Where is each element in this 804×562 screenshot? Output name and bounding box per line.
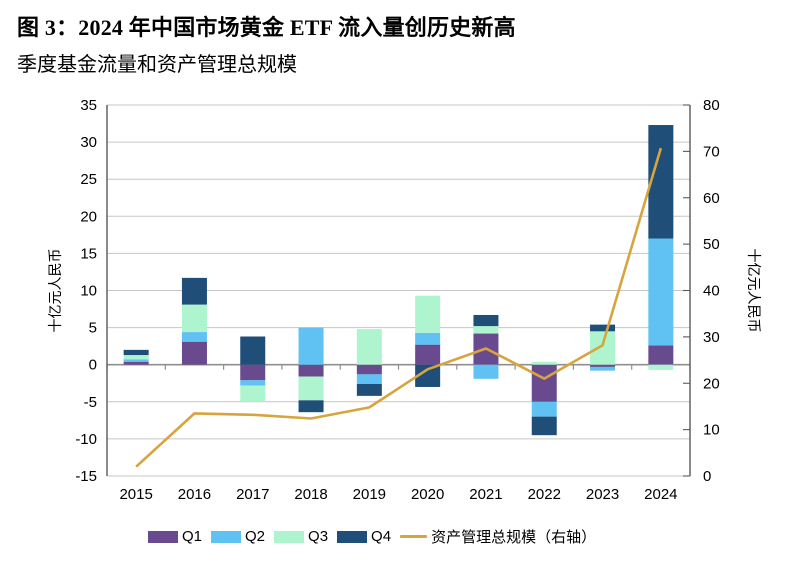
right-axis-tick-label: 70: [703, 143, 720, 160]
bar-segment-q4-2015: [123, 349, 149, 356]
bar-segment-q1-2024: [648, 345, 674, 365]
left-axis-tick-label: 20: [80, 208, 97, 225]
right-axis-tick-label: 30: [703, 329, 720, 346]
aum-line: [135, 147, 663, 468]
bar-segment-q1-2023: [590, 364, 616, 367]
bar-segment-q4-2016: [181, 277, 207, 305]
right-axis-tick-label: 80: [703, 97, 720, 114]
legend-item-q1: Q1: [148, 528, 202, 545]
legend-item-: 资产管理总规模（右轴）: [400, 526, 596, 547]
left-axis-tick-label: 35: [80, 97, 97, 114]
legend-line-swatch: [400, 535, 428, 538]
bar-segment-q3-2016: [181, 304, 207, 333]
bar-segment-q1-2017: [240, 364, 266, 381]
figure-title: 图 3：2024 年中国市场黄金 ETF 流入量创历史新高: [17, 15, 516, 40]
legend-color-swatch: [274, 530, 305, 543]
legend-label: Q1: [182, 528, 203, 545]
bar-segment-q1-2016: [181, 341, 207, 365]
bar-segment-q4-2017: [240, 336, 266, 365]
legend-color-swatch: [211, 530, 242, 543]
bar-segment-q2-2015: [123, 359, 149, 362]
bar-segment-q4-2021: [473, 314, 499, 327]
left-axis-tick-label: -5: [84, 394, 97, 411]
left-axis-tick-label: -15: [75, 468, 97, 485]
bar-segment-q2-2024: [648, 238, 674, 346]
bar-segment-q2-2021: [473, 364, 499, 379]
bar-segment-q1-2022: [531, 364, 557, 402]
left-axis-tick-label: 10: [80, 283, 97, 300]
right-axis-tick-label: 60: [703, 190, 720, 207]
legend-label: Q2: [245, 528, 266, 545]
bar-segment-q1-2018: [298, 364, 324, 377]
right-axis-tick-label: 10: [703, 422, 720, 439]
bar-segment-q2-2017: [240, 380, 266, 386]
left-axis-tick-label: 25: [80, 171, 97, 188]
bar-segment-q3-2020: [415, 295, 441, 333]
right-axis-tick-label: 0: [703, 468, 711, 485]
legend-item-q4: Q4: [337, 528, 391, 545]
legend-color-swatch: [148, 530, 178, 543]
legend: Q1 Q2 Q3 Q4 资产管理总规模（右轴）: [148, 526, 596, 547]
left-axis-title: 十亿元人民币: [47, 249, 63, 333]
legend-label: Q3: [308, 528, 329, 545]
x-axis-label: 2022: [528, 486, 561, 503]
bar-segment-q3-2024: [648, 364, 674, 370]
left-axis-tick-label: 5: [89, 320, 97, 337]
bar-segment-q3-2018: [298, 376, 324, 401]
bar-segment-q1-2019: [356, 364, 382, 375]
bar-segment-q3-2017: [240, 385, 266, 402]
legend-label: Q4: [371, 528, 392, 545]
bar-segment-q2-2020: [415, 332, 441, 345]
legend-item-q3: Q3: [274, 528, 328, 545]
x-axis-label: 2020: [411, 486, 444, 503]
bar-segment-q1-2015: [123, 361, 149, 365]
right-axis-title: 十亿元人民币: [746, 249, 762, 333]
bar-segment-q2-2016: [181, 332, 207, 342]
left-axis-tick-label: 0: [89, 357, 97, 374]
bar-segment-q3-2021: [473, 326, 499, 334]
bar-segment-q4-2024: [648, 125, 674, 239]
bar-segment-q2-2022: [531, 401, 557, 417]
bar-segment-q3-2019: [356, 329, 382, 365]
left-axis-tick-label: 30: [80, 134, 97, 151]
legend-color-swatch: [337, 530, 368, 543]
bar-segment-q4-2023: [590, 324, 616, 332]
bar-segment-q2-2019: [356, 374, 382, 384]
x-axis-label: 2019: [353, 486, 386, 503]
left-axis-tick-label: 15: [80, 245, 97, 262]
x-axis-label: 2015: [119, 486, 152, 503]
bar-segment-q4-2022: [531, 416, 557, 436]
figure-subtitle: 季度基金流量和资产管理总规模: [17, 54, 297, 76]
bar-segment-q4-2019: [356, 383, 382, 396]
bar-segment-q4-2018: [298, 400, 324, 413]
bar-segment-q1-2020: [415, 344, 441, 365]
bar-segment-q2-2023: [590, 366, 616, 371]
legend-label: 资产管理总规模（右轴）: [431, 529, 597, 546]
bar-segment-q3-2023: [590, 331, 616, 365]
right-axis-tick-label: 20: [703, 375, 720, 392]
x-axis-label: 2016: [178, 486, 211, 503]
right-axis-tick-label: 40: [703, 283, 720, 300]
x-axis-label: 2023: [586, 486, 619, 503]
bar-segment-q2-2018: [298, 327, 324, 365]
x-axis-label: 2017: [236, 486, 269, 503]
bar-segment-q3-2015: [123, 355, 149, 360]
left-axis-tick-label: -10: [75, 431, 97, 448]
x-axis-label: 2021: [469, 486, 502, 503]
x-axis-label: 2024: [644, 486, 677, 503]
x-axis-label: 2018: [294, 486, 327, 503]
legend-item-q2: Q2: [211, 528, 265, 545]
bar-segment-q4-2020: [415, 364, 441, 387]
bar-segment-q3-2022: [531, 361, 557, 365]
right-axis-tick-label: 50: [703, 236, 720, 253]
